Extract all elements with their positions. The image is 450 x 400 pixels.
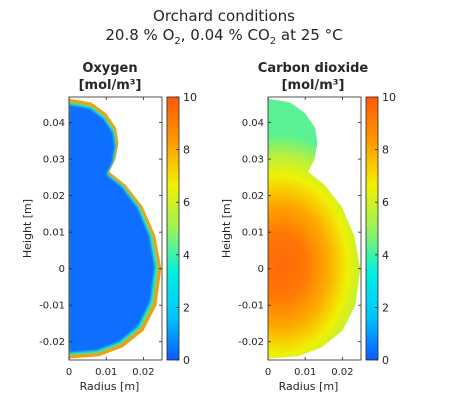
y-tick-label: 0.01 xyxy=(242,228,264,239)
oxygen-panel: Oxygen [mol/m³] -0.02 -0.01 0 0.01 0.02 0.03 0.0… xyxy=(21,61,197,393)
colorbar-tick-label: 10 xyxy=(382,91,396,104)
x-tick-label: 0.02 xyxy=(331,367,353,378)
y-tick-label: 0.03 xyxy=(242,155,264,166)
co2-subscript: 2 xyxy=(270,36,276,47)
y-axis-label: Height [m] xyxy=(220,199,233,258)
x-tick-label: 0.02 xyxy=(132,367,154,378)
x-tick-label: 0 xyxy=(66,367,72,378)
y-tick-label: -0.01 xyxy=(39,301,65,312)
y-axis-label: Height [m] xyxy=(21,199,34,258)
oxygen-field-core xyxy=(69,104,155,353)
colorbar xyxy=(365,96,379,361)
y-tick-label: 0.04 xyxy=(43,118,65,129)
colorbar-tick-label: 2 xyxy=(382,301,389,314)
colorbar xyxy=(166,96,180,361)
y-tick-label: 0.03 xyxy=(43,155,65,166)
panel-unit-title: [mol/m³] xyxy=(79,78,142,93)
colorbar-tick-label: 0 xyxy=(183,354,190,367)
co2-value: , 0.04 % CO xyxy=(181,26,270,44)
axes-frame xyxy=(267,96,362,361)
y-tick-label: -0.02 xyxy=(238,337,264,348)
x-tick-label: 0 xyxy=(265,367,271,378)
colorbar-tick-label: 2 xyxy=(183,301,190,314)
colorbar-tick-label: 8 xyxy=(382,144,389,157)
y-tick-label: 0 xyxy=(59,264,65,275)
axes-frame xyxy=(68,96,163,361)
y-tick-label: -0.01 xyxy=(238,301,264,312)
temperature-value: at 25 °C xyxy=(276,26,342,44)
panel-title: Carbon dioxide xyxy=(258,61,369,76)
figure-subtitle: 20.8 % O2, 0.04 % CO2 at 25 °C xyxy=(105,26,342,47)
x-tick-label: 0.01 xyxy=(95,367,117,378)
colorbar-tick-label: 6 xyxy=(382,196,389,209)
colorbar-tick-label: 4 xyxy=(183,249,190,262)
y-tick-label: -0.02 xyxy=(39,337,65,348)
colorbar-tick-label: 10 xyxy=(183,91,197,104)
y-tick-label: 0.02 xyxy=(242,191,264,202)
figure-title: Orchard conditions xyxy=(153,7,295,25)
y-tick-label: 0.02 xyxy=(43,191,65,202)
carbon-dioxide-panel: Carbon dioxide [mol/m³] -0.02 -0.01 0 0.01 0.0… xyxy=(220,61,396,393)
x-tick-label: 0.01 xyxy=(294,367,316,378)
colorbar-tick-label: 8 xyxy=(183,144,190,157)
o2-subscript: 2 xyxy=(174,36,180,47)
co2-field xyxy=(268,98,361,359)
y-tick-label: 0 xyxy=(258,264,264,275)
o2-value: 20.8 % O xyxy=(105,26,174,44)
y-tick-label: 0.01 xyxy=(43,228,65,239)
colorbar-tick-label: 0 xyxy=(382,354,389,367)
colorbar-tick-label: 4 xyxy=(382,249,389,262)
x-axis-label: Radius [m] xyxy=(80,380,140,393)
panel-title: Oxygen xyxy=(82,61,137,76)
colorbar-tick-label: 6 xyxy=(183,196,190,209)
y-tick-label: 0.04 xyxy=(242,118,264,129)
panel-unit-title: [mol/m³] xyxy=(282,78,345,93)
x-axis-label: Radius [m] xyxy=(279,380,339,393)
